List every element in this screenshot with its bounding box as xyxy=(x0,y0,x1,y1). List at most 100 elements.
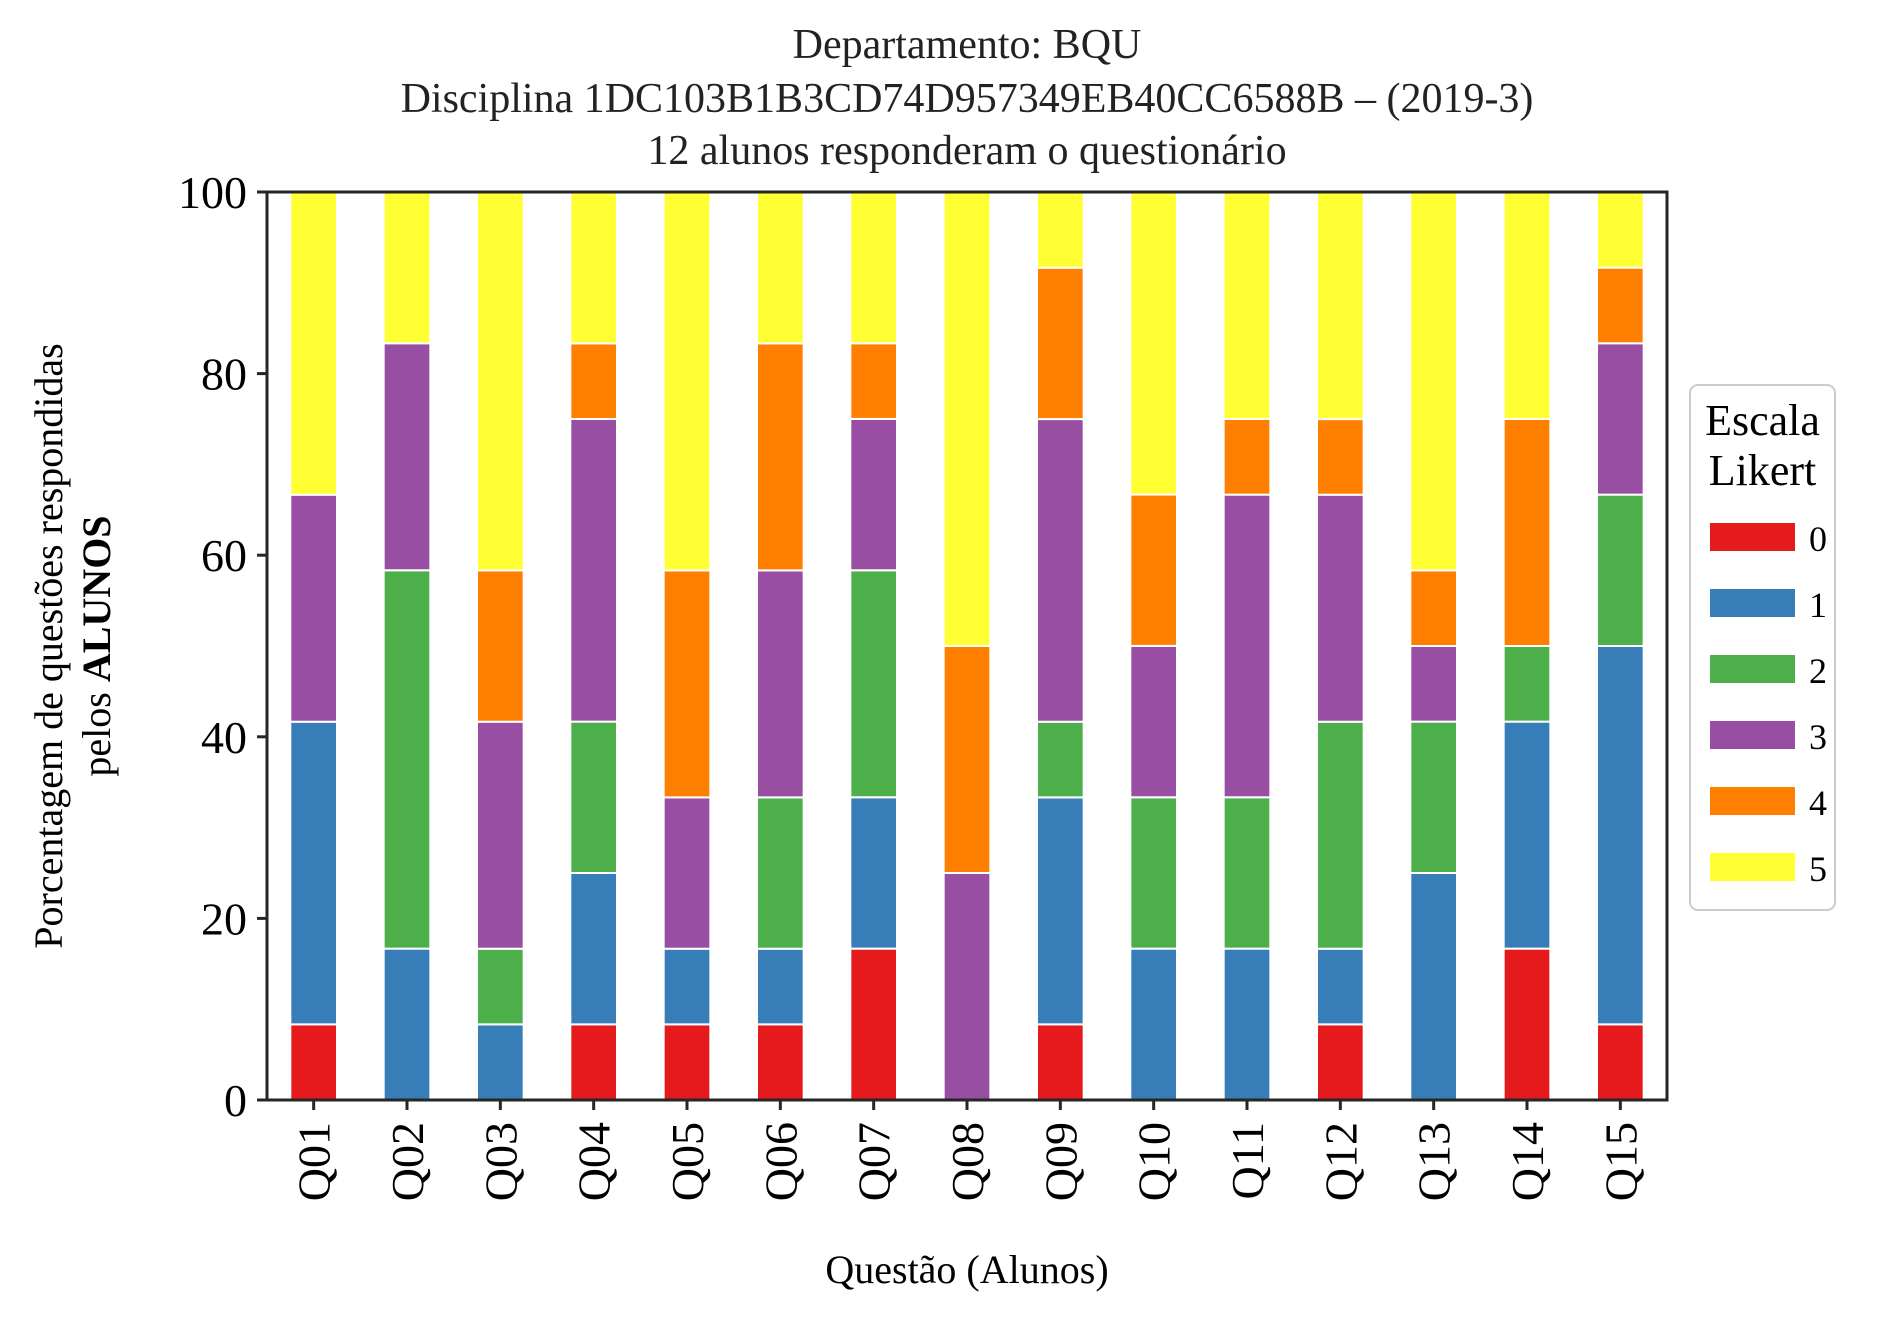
y-axis-label-line1: Porcentagem de questões respondidas xyxy=(26,343,71,948)
bar-segment-Q06-level-1 xyxy=(756,947,805,1026)
bar-segment-Q07-level-2 xyxy=(849,569,898,799)
bar-segment-Q15-level-3 xyxy=(1596,342,1645,496)
bar-segment-Q14-level-5 xyxy=(1502,191,1552,420)
chart-title-line2: Disciplina 1DC103B1B3CD74D957349EB40CC65… xyxy=(400,76,1534,122)
bar-segment-Q09-level-5 xyxy=(1036,191,1085,269)
y-tick-label: 20 xyxy=(201,893,247,944)
bar-segment-Q07-level-4 xyxy=(849,342,898,420)
bar-segment-Q10-level-1 xyxy=(1129,947,1179,1102)
bar-segment-Q05-level-1 xyxy=(662,947,712,1026)
legend-label-1: 1 xyxy=(1809,585,1827,625)
bar-segment-Q14-level-0 xyxy=(1502,947,1552,1102)
bar-segment-Q05-level-5 xyxy=(662,191,712,572)
bar-segment-Q15-level-0 xyxy=(1596,1023,1645,1102)
bar-segment-Q05-level-0 xyxy=(662,1023,712,1102)
bar-segment-Q12-level-0 xyxy=(1316,1023,1365,1102)
bar-segment-Q11-level-5 xyxy=(1222,191,1272,420)
bar-segment-Q01-level-3 xyxy=(289,493,339,723)
bar-segment-Q12-level-1 xyxy=(1316,947,1365,1026)
bar-segment-Q10-level-3 xyxy=(1129,644,1179,799)
bar-segment-Q12-level-5 xyxy=(1316,191,1365,421)
legend-swatch-3 xyxy=(1710,721,1795,749)
legend-items: 0 1 2 3 4 5 xyxy=(1710,519,1827,889)
y-axis-label-prefix: pelos xyxy=(74,682,119,776)
bar-segment-Q01-level-0 xyxy=(289,1023,339,1102)
legend-swatch-4 xyxy=(1710,787,1795,815)
bar-segment-Q05-level-4 xyxy=(662,569,712,799)
bar-segment-Q13-level-5 xyxy=(1409,191,1459,572)
legend-swatch-5 xyxy=(1710,853,1795,881)
bar-segment-Q08-level-3 xyxy=(942,872,992,1101)
bar-segment-Q08-level-5 xyxy=(942,191,992,647)
bar-segment-Q03-level-2 xyxy=(476,947,525,1026)
bar-segment-Q10-level-4 xyxy=(1129,493,1179,647)
chart-title-line1: Departamento: BQU xyxy=(792,22,1142,68)
y-axis-label-bold: ALUNOS xyxy=(74,515,119,682)
bar-segment-Q06-level-5 xyxy=(756,191,805,345)
legend-label-4: 4 xyxy=(1809,783,1827,823)
bar-segment-Q14-level-2 xyxy=(1502,645,1552,723)
x-tick-label-Q15: Q15 xyxy=(1595,1122,1646,1201)
x-tick-label-Q13: Q13 xyxy=(1409,1122,1460,1201)
bar-segment-Q04-level-5 xyxy=(569,191,618,345)
bar-segment-Q07-level-3 xyxy=(849,417,898,572)
bar-segment-Q15-level-4 xyxy=(1596,266,1645,345)
legend-label-5: 5 xyxy=(1809,849,1827,889)
legend-label-3: 3 xyxy=(1809,717,1827,757)
x-tick-label-Q06: Q06 xyxy=(755,1122,806,1201)
x-axis-label: Questão (Alunos) xyxy=(825,1247,1108,1292)
bar-segment-Q04-level-1 xyxy=(569,872,618,1026)
bar-segment-Q05-level-3 xyxy=(662,796,712,950)
legend-title-line2: Likert xyxy=(1709,446,1817,495)
legend-title-line1: Escala xyxy=(1705,396,1820,445)
bar-segment-Q15-level-2 xyxy=(1596,493,1645,648)
legend: Escala Likert 0 1 2 3 4 5 xyxy=(1689,384,1836,911)
bar-segment-Q12-level-3 xyxy=(1316,493,1365,723)
bar-segment-Q09-level-1 xyxy=(1036,796,1085,1026)
bar-segment-Q06-level-2 xyxy=(756,796,805,950)
bar-segment-Q13-level-3 xyxy=(1409,645,1459,723)
y-axis-ticks: 0 20 40 60 80 100 xyxy=(178,167,267,1126)
x-tick-label-Q12: Q12 xyxy=(1315,1122,1366,1201)
bar-segment-Q04-level-4 xyxy=(569,342,618,420)
y-axis-label: Porcentagem de questões respondidas pelo… xyxy=(26,343,119,948)
y-tick-label: 40 xyxy=(201,712,247,763)
bar-segment-Q02-level-2 xyxy=(382,569,432,950)
y-axis-label-line2: pelos ALUNOS xyxy=(74,515,119,776)
bar-segment-Q03-level-5 xyxy=(476,191,525,572)
bar-segment-Q07-level-0 xyxy=(849,947,898,1102)
bar-segment-Q12-level-2 xyxy=(1316,720,1365,950)
bar-segment-Q06-level-4 xyxy=(756,342,805,572)
chart-title-line3: 12 alunos responderam o questionário xyxy=(647,128,1287,174)
bar-segment-Q02-level-5 xyxy=(382,190,432,345)
x-tick-label-Q08: Q08 xyxy=(942,1122,993,1201)
legend-swatch-2 xyxy=(1710,655,1795,683)
x-tick-label-Q09: Q09 xyxy=(1035,1122,1086,1201)
bar-segment-Q11-level-4 xyxy=(1222,418,1272,496)
legend-label-2: 2 xyxy=(1809,651,1827,691)
bar-segment-Q09-level-4 xyxy=(1036,266,1085,421)
bar-segment-Q07-level-1 xyxy=(849,796,898,950)
x-tick-label-Q03: Q03 xyxy=(475,1122,526,1201)
bar-segment-Q12-level-4 xyxy=(1316,418,1365,496)
legend-label-0: 0 xyxy=(1809,519,1827,559)
bar-segment-Q03-level-1 xyxy=(476,1023,525,1102)
bar-segment-Q04-level-0 xyxy=(569,1023,618,1102)
bar-segment-Q14-level-4 xyxy=(1502,418,1552,647)
bar-segment-Q06-level-0 xyxy=(756,1023,805,1102)
bar-segment-Q13-level-1 xyxy=(1409,872,1459,1101)
bar-segment-Q06-level-3 xyxy=(756,569,805,799)
bar-segment-Q08-level-4 xyxy=(942,645,992,874)
bar-segment-Q09-level-2 xyxy=(1036,720,1085,799)
y-tick-label: 100 xyxy=(178,167,247,218)
bar-segment-Q13-level-2 xyxy=(1409,720,1459,875)
y-tick-label: 80 xyxy=(201,349,247,400)
x-tick-label-Q14: Q14 xyxy=(1502,1122,1553,1201)
y-tick-label: 60 xyxy=(201,530,247,581)
bar-segment-Q10-level-2 xyxy=(1129,796,1179,950)
x-tick-label-Q10: Q10 xyxy=(1129,1122,1180,1201)
bar-segment-Q10-level-5 xyxy=(1129,190,1179,496)
x-tick-label-Q04: Q04 xyxy=(569,1122,620,1201)
bar-segment-Q02-level-1 xyxy=(382,947,432,1102)
